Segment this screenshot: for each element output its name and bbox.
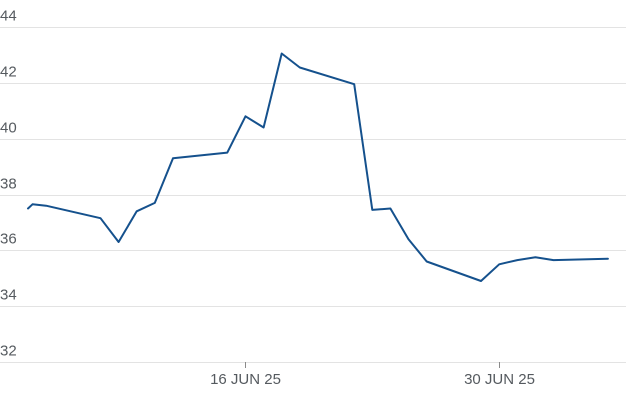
y-tick-label: 42 [0,64,17,81]
series-line [27,52,609,282]
x-tick-label: 16 JUN 25 [210,371,281,388]
y-tick-label: 32 [0,343,17,360]
y-tick-label: 40 [0,120,17,137]
y-tick-label: 36 [0,231,17,248]
series-lines [27,52,609,282]
y-tick-label: 38 [0,176,17,193]
y-tick-label: 44 [0,8,17,25]
y-axis-tick-labels: 32 34 36 38 40 42 44 [0,8,17,360]
y-tick-label: 34 [0,287,17,304]
y-gridlines [0,27,626,363]
x-tick-label: 30 JUN 25 [464,371,535,388]
x-axis: 16 JUN 25 30 JUN 25 [210,362,535,388]
